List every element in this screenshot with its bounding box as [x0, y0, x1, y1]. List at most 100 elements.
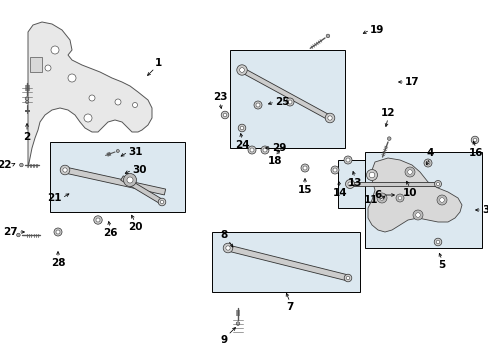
Text: 8: 8 — [220, 230, 227, 240]
Circle shape — [25, 97, 29, 100]
Circle shape — [434, 180, 441, 188]
Circle shape — [240, 126, 244, 130]
Text: 2: 2 — [23, 132, 31, 142]
Text: 15: 15 — [297, 185, 312, 195]
Circle shape — [386, 137, 390, 140]
Circle shape — [132, 103, 137, 108]
Circle shape — [239, 68, 244, 72]
Circle shape — [472, 138, 476, 142]
Circle shape — [56, 230, 60, 234]
Text: 1: 1 — [155, 58, 162, 68]
Text: 7: 7 — [286, 302, 293, 312]
Text: 30: 30 — [132, 165, 146, 175]
Text: 27: 27 — [3, 227, 18, 237]
Bar — [30, 57, 42, 72]
Circle shape — [158, 198, 165, 206]
Circle shape — [368, 172, 374, 178]
Text: 23: 23 — [212, 92, 227, 102]
Text: 3: 3 — [481, 205, 488, 215]
Circle shape — [63, 168, 67, 172]
Text: 26: 26 — [102, 228, 117, 238]
Text: 19: 19 — [369, 25, 384, 35]
Circle shape — [249, 148, 253, 152]
Circle shape — [415, 213, 419, 217]
Circle shape — [60, 165, 70, 175]
Circle shape — [25, 100, 28, 104]
Circle shape — [223, 113, 226, 117]
Circle shape — [160, 200, 163, 204]
Circle shape — [54, 228, 62, 236]
Circle shape — [345, 180, 354, 189]
Text: 17: 17 — [404, 77, 419, 87]
Circle shape — [221, 111, 228, 119]
Circle shape — [89, 95, 95, 101]
Circle shape — [253, 101, 262, 109]
Text: 11: 11 — [363, 195, 377, 205]
Polygon shape — [240, 68, 330, 120]
Circle shape — [256, 103, 260, 107]
Text: 25: 25 — [274, 97, 289, 107]
Text: 20: 20 — [127, 222, 142, 232]
Circle shape — [84, 114, 92, 122]
Circle shape — [325, 34, 329, 38]
Polygon shape — [349, 182, 437, 186]
Circle shape — [343, 156, 351, 164]
Polygon shape — [28, 22, 152, 168]
Circle shape — [395, 194, 403, 202]
Circle shape — [332, 168, 336, 172]
Polygon shape — [367, 158, 461, 232]
Circle shape — [45, 65, 51, 71]
Circle shape — [123, 174, 136, 186]
Circle shape — [94, 216, 102, 224]
Circle shape — [344, 274, 351, 282]
Circle shape — [407, 170, 411, 174]
Circle shape — [261, 146, 268, 154]
Circle shape — [303, 166, 306, 170]
Text: 18: 18 — [267, 156, 282, 166]
Circle shape — [287, 100, 291, 104]
Circle shape — [68, 74, 76, 82]
Text: 13: 13 — [347, 178, 362, 188]
Circle shape — [247, 146, 256, 154]
Text: 4: 4 — [426, 148, 433, 158]
Circle shape — [236, 322, 239, 325]
Circle shape — [425, 161, 429, 165]
Circle shape — [20, 163, 23, 167]
Bar — [364, 152, 481, 248]
Circle shape — [346, 276, 349, 280]
Circle shape — [225, 246, 230, 250]
Text: 16: 16 — [468, 148, 482, 158]
Text: 10: 10 — [402, 188, 416, 198]
Text: 24: 24 — [234, 140, 249, 150]
Circle shape — [238, 124, 245, 132]
Polygon shape — [227, 245, 348, 281]
Text: 9: 9 — [221, 335, 227, 345]
Bar — [212, 232, 359, 292]
Polygon shape — [64, 167, 165, 195]
Circle shape — [433, 238, 441, 246]
Circle shape — [435, 240, 439, 244]
Circle shape — [379, 196, 384, 200]
Circle shape — [115, 99, 121, 105]
Circle shape — [330, 166, 338, 174]
Circle shape — [127, 177, 133, 183]
Circle shape — [51, 46, 59, 54]
Bar — [229, 50, 345, 148]
Circle shape — [263, 148, 266, 152]
Text: 14: 14 — [332, 188, 346, 198]
Circle shape — [397, 196, 401, 200]
Circle shape — [327, 116, 331, 120]
Text: 21: 21 — [47, 193, 62, 203]
Circle shape — [436, 195, 446, 205]
Circle shape — [325, 113, 334, 123]
Circle shape — [435, 183, 439, 185]
Circle shape — [346, 158, 349, 162]
Circle shape — [376, 193, 386, 203]
Text: 12: 12 — [380, 108, 394, 118]
Text: 29: 29 — [271, 143, 286, 153]
Circle shape — [439, 198, 443, 202]
Circle shape — [423, 159, 431, 167]
Circle shape — [17, 233, 20, 237]
Text: 31: 31 — [128, 147, 142, 157]
Circle shape — [285, 98, 293, 106]
